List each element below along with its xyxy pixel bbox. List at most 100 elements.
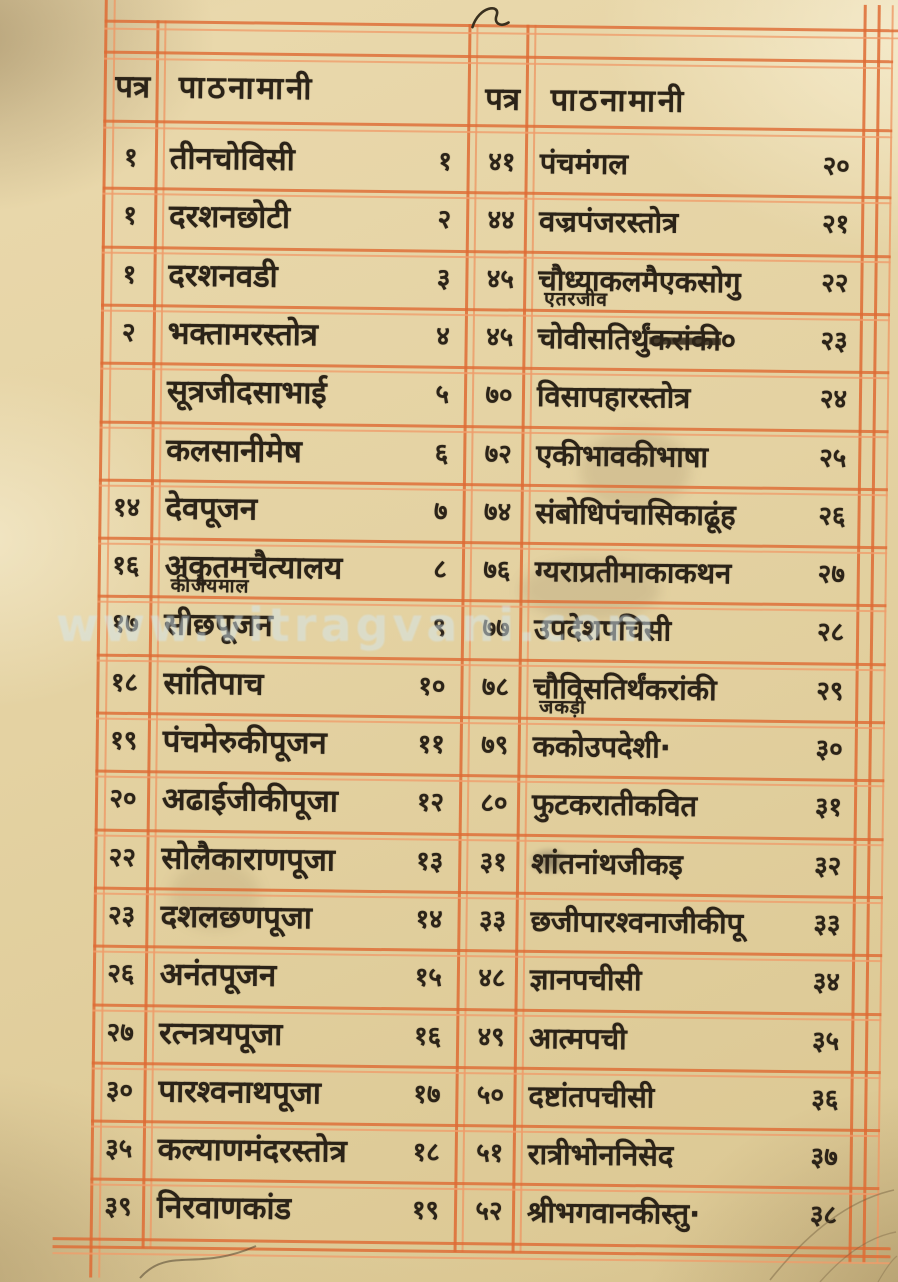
serial-number: ८ [433, 554, 448, 585]
serial-number: २९ [816, 676, 844, 707]
page-number: ७८ [481, 672, 510, 703]
entry-name: वज्रपंजरस्तोत्र [539, 192, 790, 253]
entry-name-text: चोवीसतिर्थुं [537, 320, 650, 357]
page-number: ४१ [488, 147, 516, 178]
entry-name: सांतिपाच [163, 654, 394, 715]
paper-stain [580, 430, 690, 510]
page-number: २२ [108, 842, 137, 874]
entry-name: रत्नत्रयपूजा [159, 1004, 390, 1065]
entry-name-text: भक्तामरस्तोत्र [167, 315, 319, 354]
entry-name: पंचमंगल [539, 134, 790, 195]
page-number: १६ [112, 550, 140, 582]
entry-name-text: रत्नत्रयपूजा [158, 1015, 283, 1053]
page-number: २७ [106, 1017, 134, 1049]
page-number: ३० [105, 1075, 134, 1107]
left-header-page-col: पत्र [115, 68, 151, 106]
entry-name: दष्टांतपचीसी [528, 1067, 779, 1128]
page-number: ४८ [478, 963, 506, 994]
page-number [103, 362, 154, 421]
page-number: ३३ [478, 905, 507, 936]
page-number: ७० [485, 380, 513, 411]
entry-name-text: वज्रपंजरस्तोत्र [538, 203, 679, 240]
page-number: १ [123, 200, 138, 232]
entry-name-text: एकीभावकीभाषा [536, 437, 709, 475]
entry-name: सूत्रजीदसाभाई [167, 362, 398, 423]
page-number: ५२ [475, 1196, 503, 1227]
page-number: १८ [110, 667, 139, 699]
page-number: ४५ [485, 322, 514, 353]
entry-name: शांतनांथजीकइ [531, 834, 782, 895]
entry-name: छजीपारश्वनाजीकीपू [530, 892, 781, 953]
serial-number: २२ [821, 268, 849, 299]
page-number: २० [109, 783, 137, 815]
entry-name: एकीभावकीभाषा [536, 426, 787, 487]
pen-mark [471, 7, 510, 29]
entry-name-text: रात्रीभोननिसेद [527, 1136, 674, 1173]
serial-number: १९ [411, 1195, 440, 1226]
entry-subtext: जकड़ी [539, 695, 587, 719]
entry-name: विसापहारस्तोत्र [537, 367, 788, 428]
page-number: २६ [107, 958, 135, 990]
entry-name-text: विसापहारस्तोत्र [536, 378, 691, 415]
entry-name: चोवीसतिर्थुंकरांकी० [537, 309, 788, 370]
paper-stain [520, 560, 660, 620]
entry-name: कल्याणमंदरस्तोत्र [157, 1120, 388, 1181]
serial-number: ३२ [814, 851, 842, 882]
rule-lines [8, 0, 898, 1278]
serial-number: ११ [417, 729, 445, 760]
entry-name-text: दरशनवडी [168, 257, 278, 295]
right-header-page-col: पत्र [485, 81, 521, 118]
serial-number: २८ [816, 617, 845, 648]
entry-name: श्रीभगवानकीस्तु· [527, 1183, 778, 1244]
entry-name: भक्तामरस्तोत्र [167, 304, 398, 365]
entry-name: ककोउपदेशी· [532, 717, 783, 778]
entry-name-text: श्रीभगवानकीस्तु· [526, 1194, 701, 1231]
entry-name-text: फुटकरातीकवित [531, 786, 698, 823]
entry-name-text: सोलैकाराणपूजा [161, 840, 336, 879]
page-number: ७९ [481, 730, 509, 761]
entry-name: दरशनवडी [168, 246, 399, 307]
column-rule [876, 5, 894, 1264]
page-number: ७६ [483, 555, 511, 586]
serial-number: ३१ [814, 792, 843, 823]
entry-name-text: दष्टांतपचीसी [528, 1078, 655, 1115]
page-number: २ [121, 317, 136, 349]
struck-text: करांकी [649, 322, 722, 358]
entry-name-text: तीनचोविसी [169, 140, 295, 178]
entry-name: सोलैकाराणपूजा [161, 829, 392, 890]
page-number: २३ [107, 900, 136, 932]
serial-number: १८ [412, 1137, 440, 1168]
page-number: ४४ [487, 205, 515, 236]
pencil-scribble [139, 1245, 257, 1279]
entry-subtext: एतरजीव [544, 288, 609, 311]
entry-name-text: पंचमंगल [539, 145, 629, 182]
entry-name: संबोधिपंचासिकाढूंह [535, 484, 786, 545]
page-number: १९ [110, 725, 138, 757]
page-number: ३५ [105, 1133, 133, 1165]
entry-name-text: देवपूजन [165, 490, 258, 528]
entry-name-text: अढाईजीकीपूजा [161, 781, 339, 820]
entry-name-text: पंचमेरुकीपूजन [162, 723, 327, 762]
right-header-name-col: पाठनामानी [550, 82, 687, 120]
serial-number: २३ [820, 326, 848, 357]
page-number: ५० [476, 1080, 505, 1111]
entry-name-text: ककोउपदेशी· [532, 728, 671, 765]
serial-number: ४ [435, 321, 450, 352]
page-number: ३१ [479, 847, 507, 878]
page-number: १ [122, 259, 137, 291]
entry-name: अनंतपूजन [160, 945, 391, 1006]
serial-number: २१ [821, 209, 850, 240]
entry-name: दरशनछोटी [169, 187, 400, 248]
entry-name-text: शांतनांथजीकइ [531, 845, 683, 882]
page-number [102, 421, 153, 480]
entry-name-tail: ० [720, 323, 737, 358]
serial-number: १२ [416, 787, 445, 818]
entry-name-text: ग्यराप्रतीमाकाकथन [534, 553, 732, 591]
page-number: ३९ [104, 1191, 132, 1223]
entry-name: ज्ञानपचीसी [530, 950, 781, 1011]
serial-number: २ [437, 204, 452, 235]
serial-number: २६ [818, 501, 846, 532]
index-rows: १ तीनचोविसी १ १ दरशनछोटी २ १ दरशनवडी ३ २ भक्तामरस्… [8, 0, 898, 1231]
entry-name-text: सांतिपाच [163, 665, 264, 703]
